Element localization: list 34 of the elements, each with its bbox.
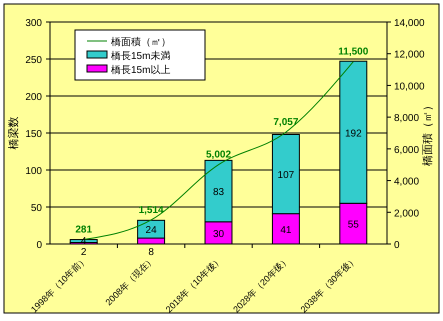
y2-tick-label: 6,000 bbox=[394, 144, 420, 156]
y-tick-label: 250 bbox=[25, 55, 42, 66]
y2-tick-label: 2,000 bbox=[394, 208, 420, 220]
y-tick-label: 100 bbox=[25, 166, 42, 177]
data-label: 107 bbox=[278, 170, 295, 182]
legend-label: 橋面積（㎡） bbox=[111, 36, 171, 48]
y-tick-label: 150 bbox=[25, 129, 42, 140]
y2-tick-label: 0 bbox=[394, 240, 400, 251]
data-label: 30 bbox=[212, 228, 224, 240]
y-axis-title: 橋梁数 bbox=[7, 116, 20, 150]
data-label: 24 bbox=[146, 225, 158, 236]
data-label: 7,057 bbox=[273, 117, 299, 128]
y-tick-label: 300 bbox=[25, 18, 42, 29]
y2-tick-label: 4,000 bbox=[394, 176, 420, 188]
data-label: 192 bbox=[344, 128, 362, 140]
y2-axis-title: 橋面積（㎡） bbox=[422, 100, 434, 166]
y-tick-label: 0 bbox=[36, 240, 42, 251]
data-label: 1,514 bbox=[138, 204, 164, 216]
data-label: 281 bbox=[75, 224, 92, 236]
data-label: 2 bbox=[80, 247, 87, 258]
y2-tick-label: 12,000 bbox=[394, 50, 426, 61]
data-label: 8 bbox=[148, 247, 154, 258]
data-label: 5,002 bbox=[206, 150, 232, 161]
data-label: 41 bbox=[280, 224, 292, 236]
y-tick-label: 200 bbox=[25, 92, 42, 103]
data-label: 55 bbox=[348, 220, 360, 231]
data-label: 11,500 bbox=[338, 46, 369, 58]
y2-tick-label: 14,000 bbox=[394, 18, 426, 29]
legend-label: 橋長15m未満 bbox=[111, 50, 170, 62]
y2-tick-label: 10,000 bbox=[394, 81, 426, 92]
y2-tick-label: 8,000 bbox=[394, 113, 420, 124]
legend-label: 橋長15m以上 bbox=[111, 64, 170, 76]
y-tick-label: 50 bbox=[30, 203, 42, 214]
data-label: 83 bbox=[212, 187, 224, 198]
